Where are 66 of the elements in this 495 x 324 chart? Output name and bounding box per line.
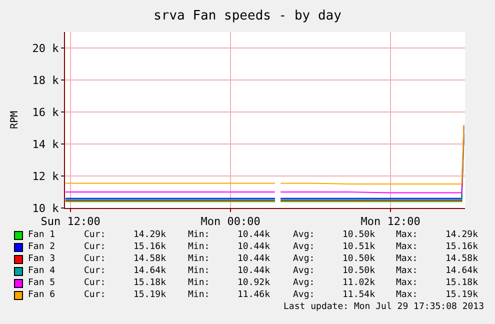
text: Avg:: [293, 253, 315, 265]
y-axis-title: RPM: [9, 110, 20, 130]
text: Avg:: [293, 229, 315, 241]
text: Min:: [188, 277, 210, 289]
text: Cur:: [84, 265, 106, 277]
text: 11.02k: [342, 277, 375, 289]
text: Max:: [396, 289, 418, 301]
text: Cur:: [84, 253, 106, 265]
text: Min:: [188, 289, 210, 301]
text: Avg:: [293, 277, 315, 289]
text: Cur:: [84, 277, 106, 289]
text: Min:: [188, 241, 210, 253]
text: Cur:: [84, 241, 106, 253]
text: 10.50k: [342, 229, 375, 241]
y-tick-label: 20 k: [32, 42, 60, 55]
text: 10.44k: [237, 253, 270, 265]
text: Max:: [396, 229, 418, 241]
text: 15.16k: [133, 241, 166, 253]
text: Min:: [188, 265, 210, 277]
legend-label: Fan 6: [28, 289, 56, 301]
text: Min:: [188, 229, 210, 241]
text: Last update: Mon Jul 29 17:35:08 2013: [284, 301, 484, 313]
legend-label: Fan 2: [28, 241, 56, 253]
text: Cur:: [84, 289, 106, 301]
text: 11.46k: [237, 289, 270, 301]
chart-title: srva Fan speeds - by day: [154, 8, 342, 24]
text: Max:: [396, 265, 418, 277]
y-tick-label: 10 k: [32, 202, 60, 215]
x-tick-label: Mon 12:00: [360, 215, 420, 228]
text: 14.29k: [445, 229, 478, 241]
text: 10.51k: [342, 241, 375, 253]
x-tick-label: Sun 12:00: [40, 215, 100, 228]
legend-label: Fan 1: [28, 229, 56, 241]
text: 10.44k: [237, 241, 270, 253]
text: 14.29k: [133, 229, 166, 241]
text: Max:: [396, 277, 418, 289]
text: Min:: [188, 253, 210, 265]
y-tick-label: 14 k: [32, 138, 60, 151]
text: Max:: [396, 241, 418, 253]
y-tick-label: 12 k: [32, 170, 60, 183]
text: Avg:: [293, 265, 315, 277]
text: 15.19k: [133, 289, 166, 301]
legend-label: Fan 3: [28, 253, 56, 265]
legend-label: Fan 5: [28, 277, 56, 289]
y-tick-label: 16 k: [32, 106, 60, 119]
text: 14.58k: [133, 253, 166, 265]
text: 14.58k: [445, 253, 478, 265]
y-tick-label: 18 k: [32, 74, 60, 87]
text: 15.18k: [445, 277, 478, 289]
text: 10.50k: [342, 253, 375, 265]
text: 10.44k: [237, 229, 270, 241]
text: 14.64k: [445, 265, 478, 277]
text: Avg:: [293, 289, 315, 301]
text: Cur:: [84, 229, 106, 241]
text: 11.54k: [342, 289, 375, 301]
text: 15.16k: [445, 241, 478, 253]
text: 14.64k: [133, 265, 166, 277]
text: 10.50k: [342, 265, 375, 277]
legend-label: Fan 4: [28, 265, 56, 277]
text: Avg:: [293, 241, 315, 253]
text: 10.44k: [237, 265, 270, 277]
text: 10.92k: [237, 277, 270, 289]
text: 15.18k: [133, 277, 166, 289]
x-tick-label: Mon 00:00: [200, 215, 260, 228]
text: 15.19k: [445, 289, 478, 301]
text: Max:: [396, 253, 418, 265]
